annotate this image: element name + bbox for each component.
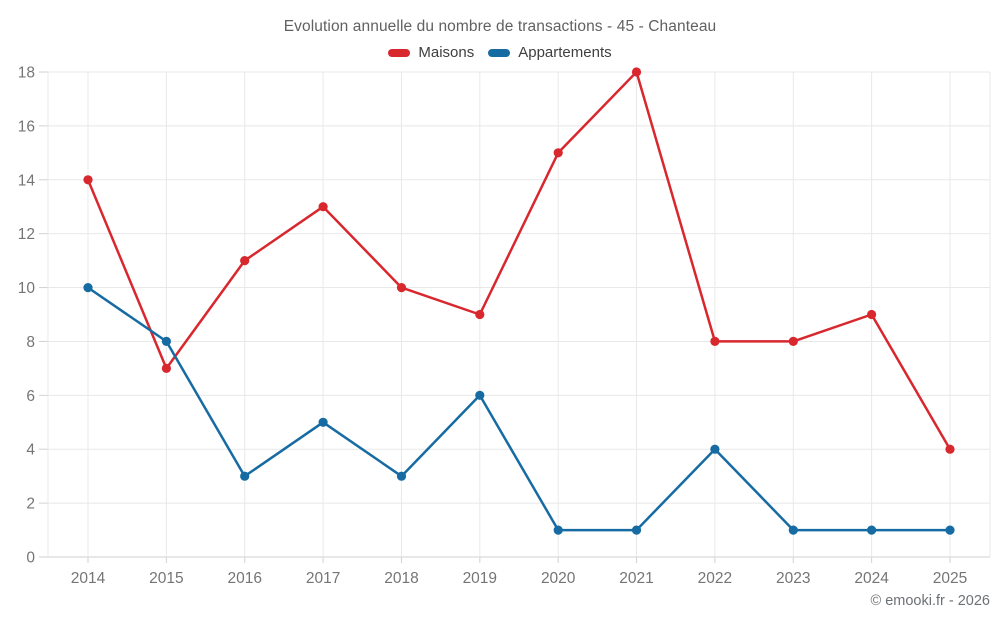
x-axis-tick-label: 2017	[306, 570, 340, 587]
data-point-appartements-2022[interactable]	[710, 444, 720, 454]
x-axis-tick-label: 2023	[776, 570, 810, 587]
data-point-maisons-2019[interactable]	[475, 309, 485, 320]
y-axis-tick-label: 2	[26, 496, 35, 513]
legend-item-appartements[interactable]: Appartements	[488, 44, 612, 61]
y-axis-tick-label: 8	[26, 334, 35, 351]
x-axis-tick-label: 2016	[227, 570, 261, 587]
data-point-appartements-2017[interactable]	[318, 417, 328, 427]
x-axis-tick-label: 2015	[149, 570, 183, 587]
x-axis-tick-label: 2022	[698, 570, 732, 587]
x-axis-tick-label: 2014	[71, 570, 106, 587]
x-axis-tick-label: 2019	[463, 570, 497, 587]
y-axis-tick-label: 12	[18, 226, 35, 243]
chart-title: Evolution annuelle du nombre de transact…	[283, 18, 717, 35]
data-point-maisons-2016[interactable]	[240, 256, 250, 266]
legend-item-maisons[interactable]: Maisons	[388, 44, 474, 61]
maisons-series-marker-icon	[388, 48, 411, 57]
legend: Maisons Appartements	[0, 44, 1000, 61]
x-axis-tick-label: 2021	[619, 570, 653, 587]
copyright-text: © emooki.fr - 2026	[870, 593, 990, 609]
data-point-appartements-2020[interactable]	[553, 525, 563, 535]
y-axis-tick-label: 6	[26, 388, 35, 405]
data-point-maisons-2017[interactable]	[318, 202, 328, 212]
data-point-maisons-2020[interactable]	[553, 148, 563, 158]
data-point-appartements-2019[interactable]	[475, 390, 485, 400]
data-point-appartements-2024[interactable]	[867, 525, 877, 535]
data-point-maisons-2023[interactable]	[788, 336, 798, 346]
data-point-maisons-2025[interactable]	[945, 444, 955, 454]
y-axis-tick-label: 14	[18, 172, 36, 189]
series-line-maisons	[86, 70, 952, 451]
y-axis-tick-label: 0	[26, 550, 35, 567]
data-point-appartements-2014[interactable]	[83, 283, 93, 293]
series-line-appartements	[86, 286, 952, 532]
appartements-series-marker-icon	[488, 48, 511, 57]
data-point-maisons-2024[interactable]	[867, 309, 877, 320]
x-axis-tick-label: 2025	[933, 570, 967, 587]
data-point-maisons-2015[interactable]	[161, 363, 171, 373]
data-point-appartements-2016[interactable]	[240, 471, 250, 481]
data-point-appartements-2025[interactable]	[945, 525, 955, 535]
x-axis-tick-label: 2024	[854, 570, 889, 587]
data-point-maisons-2022[interactable]	[710, 336, 720, 346]
y-axis-tick-label: 18	[18, 65, 35, 82]
y-axis-tick-label: 16	[18, 118, 35, 135]
data-point-appartements-2023[interactable]	[788, 525, 798, 535]
data-point-maisons-2014[interactable]	[83, 175, 93, 185]
data-point-appartements-2021[interactable]	[631, 525, 642, 535]
legend-label-maisons: Maisons	[418, 44, 475, 61]
y-axis-tick-label: 10	[18, 280, 36, 297]
data-point-maisons-2021[interactable]	[631, 67, 642, 77]
data-point-appartements-2018[interactable]	[396, 471, 407, 481]
x-axis-tick-label: 2018	[384, 570, 418, 587]
legend-label-appartements: Appartements	[518, 44, 612, 61]
data-point-appartements-2015[interactable]	[161, 336, 171, 346]
y-axis-tick-label: 4	[26, 442, 35, 459]
data-point-maisons-2018[interactable]	[396, 283, 407, 293]
x-axis-tick-label: 2020	[541, 570, 576, 587]
